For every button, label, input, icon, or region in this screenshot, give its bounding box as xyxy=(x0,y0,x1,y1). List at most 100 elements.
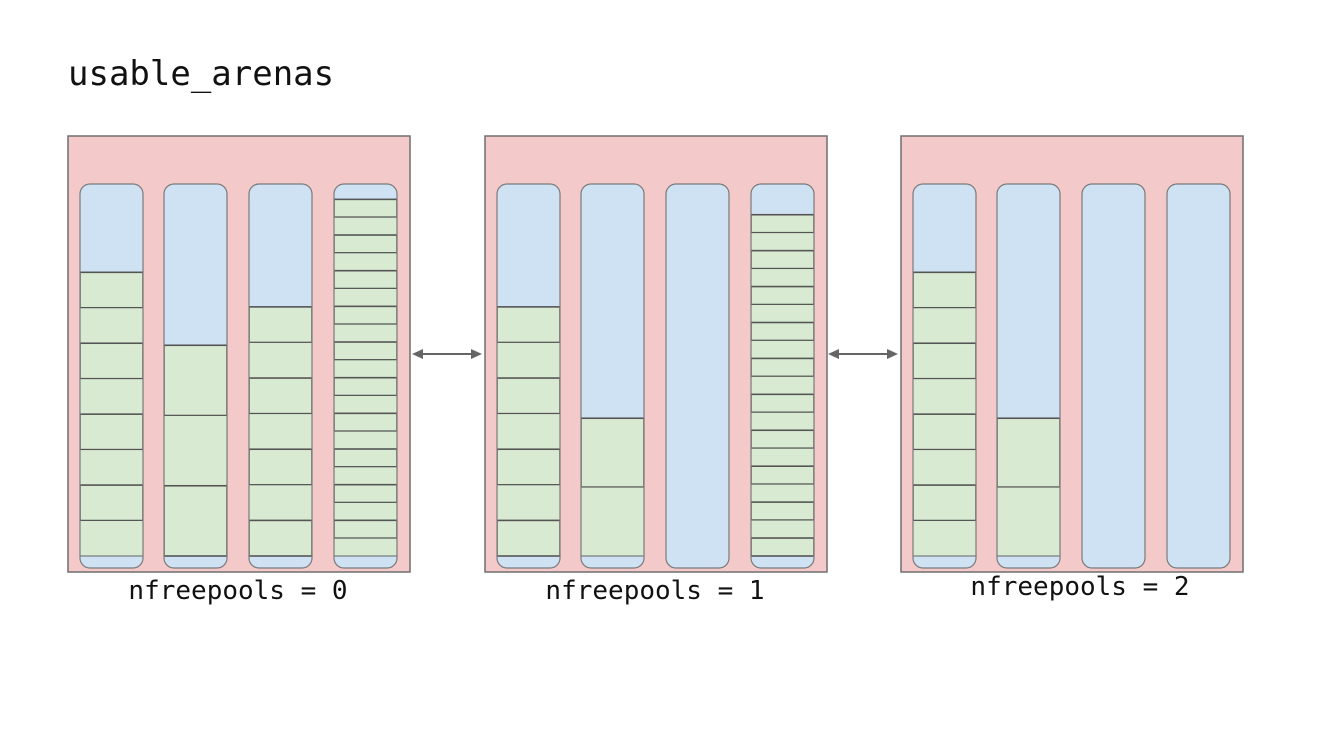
used-block xyxy=(80,449,143,486)
used-block xyxy=(80,378,143,415)
used-block xyxy=(997,417,1060,488)
used-block xyxy=(497,448,560,486)
used-block xyxy=(751,465,814,485)
used-block xyxy=(751,321,814,342)
used-block xyxy=(334,323,397,343)
used-block xyxy=(249,377,312,415)
pool-2-3-outline xyxy=(1166,183,1231,569)
pool-2-0-used-blocks xyxy=(913,271,976,557)
used-block xyxy=(751,285,814,306)
used-block xyxy=(249,484,312,521)
used-block xyxy=(80,342,143,380)
link-arrow-0-head-right xyxy=(471,349,482,359)
pool-0-3-used-blocks xyxy=(334,198,397,557)
used-block xyxy=(913,413,976,451)
used-block xyxy=(751,232,814,252)
used-block xyxy=(334,198,397,218)
used-block xyxy=(164,344,227,417)
used-block xyxy=(334,466,397,486)
used-block xyxy=(80,271,143,309)
used-block xyxy=(751,304,814,323)
used-block xyxy=(913,449,976,486)
diagram-title: usable_arenas xyxy=(68,54,335,94)
used-block xyxy=(80,484,143,522)
used-block xyxy=(751,537,814,557)
used-block xyxy=(913,378,976,415)
used-block xyxy=(497,342,560,379)
link-arrow-0-head-left xyxy=(412,349,423,359)
used-block xyxy=(751,213,814,234)
used-block xyxy=(751,340,814,359)
pool-0-0-outline xyxy=(79,183,144,569)
pool-0-3-outline xyxy=(333,183,398,569)
used-block xyxy=(334,537,397,557)
used-block xyxy=(334,341,397,361)
pool-1-1-used-blocks xyxy=(581,417,644,557)
pool-0-1-used-blocks xyxy=(164,344,227,557)
used-block xyxy=(497,519,560,557)
used-block xyxy=(164,484,227,557)
pool-1-0-outline xyxy=(496,183,561,569)
used-block xyxy=(751,357,814,378)
link-arrow-1-head-right xyxy=(887,349,898,359)
used-block xyxy=(497,306,560,344)
arena-2-label: nfreepools = 2 xyxy=(970,572,1190,602)
used-block xyxy=(334,305,397,325)
used-block xyxy=(80,413,143,451)
used-block xyxy=(334,519,397,539)
used-block xyxy=(913,271,976,309)
used-block xyxy=(334,395,397,414)
used-block xyxy=(334,448,397,468)
used-block xyxy=(581,417,644,488)
arena-1-label: nfreepools = 1 xyxy=(545,576,765,606)
used-block xyxy=(913,342,976,380)
pool-2-1-outline xyxy=(996,183,1061,569)
used-block xyxy=(751,393,814,414)
used-block xyxy=(497,484,560,521)
used-block xyxy=(751,375,814,395)
used-block xyxy=(164,415,227,487)
pool-1-0-used-blocks xyxy=(497,306,560,557)
used-block xyxy=(80,307,143,344)
pool-2-2 xyxy=(1082,184,1145,568)
used-block xyxy=(913,520,976,557)
used-block xyxy=(249,413,312,450)
used-block xyxy=(497,377,560,415)
used-block xyxy=(334,412,397,432)
link-arrow-1-head-left xyxy=(828,349,839,359)
used-block xyxy=(913,484,976,522)
used-block xyxy=(334,252,397,272)
used-block xyxy=(751,519,814,539)
used-block xyxy=(334,483,397,504)
pool-0-2-used-blocks xyxy=(249,306,312,557)
arena-0-label: nfreepools = 0 xyxy=(128,576,348,606)
pool-2-3 xyxy=(1167,184,1230,568)
used-block xyxy=(334,288,397,307)
used-block xyxy=(751,249,814,270)
pool-0-0-used-blocks xyxy=(80,271,143,557)
pool-1-3-outline xyxy=(750,183,815,569)
pool-1-2-outline xyxy=(665,183,730,569)
pool-0-2-outline xyxy=(248,183,313,569)
used-block xyxy=(249,448,312,486)
used-block xyxy=(497,413,560,450)
used-block xyxy=(80,520,143,557)
used-block xyxy=(334,359,397,379)
used-block xyxy=(249,519,312,557)
pool-1-1-outline xyxy=(580,183,645,569)
pool-0-1-outline xyxy=(163,183,228,569)
pool-2-0-outline xyxy=(912,183,977,569)
used-block xyxy=(334,376,397,397)
used-block xyxy=(751,447,814,467)
pool-1-2 xyxy=(666,184,729,568)
used-block xyxy=(751,483,814,503)
used-block xyxy=(334,269,397,290)
used-block xyxy=(751,429,814,450)
used-block xyxy=(334,430,397,450)
used-block xyxy=(334,234,397,254)
pool-2-1-used-blocks xyxy=(997,417,1060,557)
used-block xyxy=(581,486,644,557)
used-block xyxy=(249,342,312,379)
